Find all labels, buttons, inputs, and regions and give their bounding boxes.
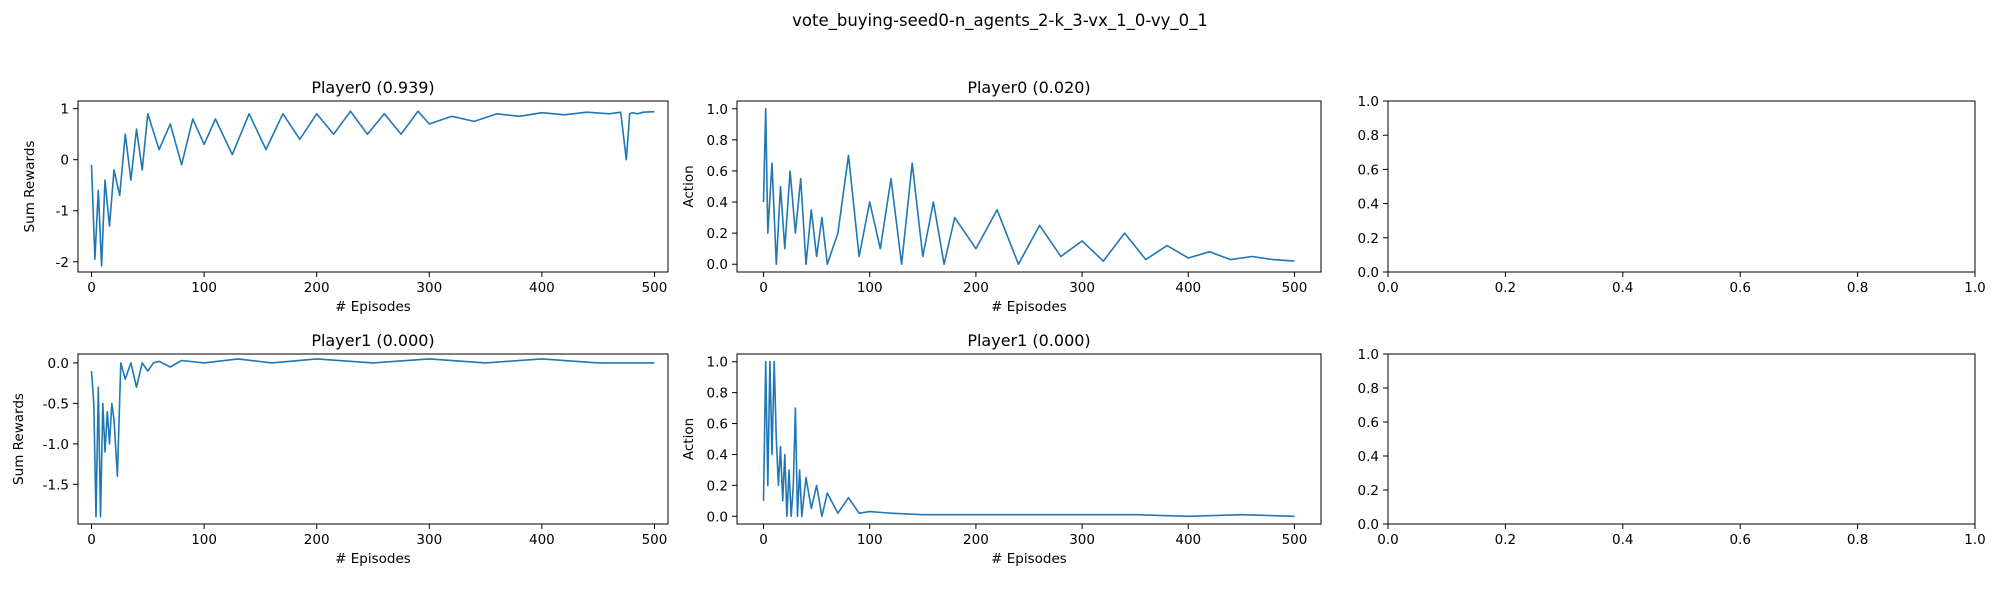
x-tick-label: 100 [857, 532, 883, 548]
y-tick-label: 0.0 [48, 356, 69, 372]
y-tick-label: 0.6 [707, 164, 728, 180]
y-tick-label: 0.2 [1358, 231, 1379, 247]
x-axis-label: # Episodes [991, 299, 1067, 315]
y-tick-label: 0.6 [1358, 162, 1379, 178]
x-tick-label: 200 [963, 532, 989, 548]
x-tick-label: 100 [857, 280, 883, 296]
subplot-title: Player0 (0.939) [311, 78, 434, 97]
x-tick-label: 500 [1282, 532, 1308, 548]
x-tick-label: 0 [87, 532, 96, 548]
y-tick-label: 0.4 [707, 447, 728, 463]
x-tick-label: 300 [416, 280, 442, 296]
y-tick-label: -1 [56, 204, 69, 220]
x-tick-label: 200 [304, 280, 330, 296]
x-tick-label: 0.6 [1729, 532, 1750, 548]
subplot-title: Player1 (0.000) [967, 331, 1090, 350]
y-tick-label: 0.6 [1358, 415, 1379, 431]
x-tick-label: 0.2 [1495, 280, 1516, 296]
subplot-grid: 0 100 200 300 400 500 -2 -1 0 1 Player0 (0.939) # E… [11, 78, 1986, 567]
y-tick-label: 0.8 [707, 133, 728, 149]
y-axis-label: Sum Rewards [22, 141, 38, 233]
x-tick-label: 0 [87, 280, 96, 296]
subplot-2: 0.0 0.2 0.4 0.6 0.8 1.0 0.0 0.2 0.4 0.6 0.8 1.0 [1358, 94, 1986, 296]
y-tick-label: -0.5 [43, 396, 69, 412]
axes-frame [736, 100, 1322, 273]
x-tick-label: 0.6 [1729, 280, 1750, 296]
axes-frame [77, 353, 669, 525]
x-tick-label: 500 [642, 532, 668, 548]
y-axis-label: Action [681, 165, 697, 207]
axes-frame [1387, 100, 1976, 273]
subplot-0: 0 100 200 300 400 500 -2 -1 0 1 Player0 (0.939) # E… [22, 78, 669, 315]
figure-suptitle: vote_buying-seed0-n_agents_2-k_3-vx_1_0-… [792, 11, 1208, 31]
x-tick-label: 300 [416, 532, 442, 548]
y-tick-label: 0.2 [707, 478, 728, 494]
y-tick-label: 1.0 [707, 102, 728, 118]
y-axis-label: Sum Rewards [11, 393, 27, 485]
y-tick-label: 0.0 [707, 257, 728, 273]
x-tick-label: 0.2 [1495, 532, 1516, 548]
y-tick-label: 1.0 [1358, 94, 1379, 110]
y-tick-label: 0.8 [1358, 381, 1379, 397]
subplot-title: Player0 (0.020) [967, 78, 1090, 97]
x-tick-label: 0.8 [1847, 532, 1868, 548]
x-axis-label: # Episodes [991, 551, 1067, 567]
y-tick-label: 1.0 [1358, 347, 1379, 363]
x-tick-label: 0 [759, 532, 768, 548]
series-line [90, 110, 655, 267]
x-tick-label: 0.4 [1612, 280, 1633, 296]
subplot-5: 0.0 0.2 0.4 0.6 0.8 1.0 0.0 0.2 0.4 0.6 0.8 1.0 [1358, 347, 1986, 548]
x-tick-label: 200 [963, 280, 989, 296]
axes-frame [77, 100, 669, 273]
x-tick-label: 0.8 [1847, 280, 1868, 296]
y-axis-label: Action [681, 418, 697, 460]
y-tick-label: -1.0 [43, 437, 69, 453]
series-line [90, 358, 655, 518]
y-tick-label: 0.2 [1358, 483, 1379, 499]
x-tick-label: 100 [191, 280, 217, 296]
y-tick-label: 0.6 [707, 417, 728, 433]
y-tick-label: 0.4 [1358, 197, 1379, 213]
subplot-3: 0 100 200 300 400 500 0.0 -0.5 -1.0 -1.5 Player1 (… [11, 331, 669, 567]
y-tick-label: 1.0 [707, 355, 728, 371]
x-tick-label: 400 [529, 532, 555, 548]
x-axis-label: # Episodes [335, 299, 411, 315]
x-tick-label: 1.0 [1964, 532, 1985, 548]
subplot-1: 0 100 200 300 400 500 0.0 0.2 0.4 0.6 0.8 1.0 Player… [681, 78, 1322, 315]
x-tick-label: 200 [304, 532, 330, 548]
x-tick-label: 400 [1175, 532, 1201, 548]
axes-frame [1387, 353, 1976, 525]
subplot-4: 0 100 200 300 400 500 0.0 0.2 0.4 0.6 0.8 1.0 Player… [681, 331, 1322, 567]
y-tick-label: 0.0 [707, 509, 728, 525]
x-tick-label: 300 [1069, 280, 1095, 296]
x-tick-label: 0.4 [1612, 532, 1633, 548]
x-tick-label: 0 [759, 280, 768, 296]
y-tick-label: 0.4 [1358, 449, 1379, 465]
axes-frame [736, 353, 1322, 525]
y-tick-label: 0 [60, 153, 69, 169]
y-tick-label: 0.2 [707, 226, 728, 242]
y-tick-label: 0.0 [1358, 517, 1379, 533]
x-tick-label: 1.0 [1964, 280, 1985, 296]
x-tick-label: 0.0 [1377, 532, 1398, 548]
x-tick-label: 400 [1175, 280, 1201, 296]
x-axis-label: # Episodes [335, 551, 411, 567]
x-tick-label: 500 [1282, 280, 1308, 296]
x-tick-label: 0.0 [1377, 280, 1398, 296]
series-line [762, 360, 1295, 518]
x-tick-label: 500 [642, 280, 668, 296]
y-tick-label: -2 [56, 255, 69, 271]
y-tick-label: 0.4 [707, 195, 728, 211]
y-tick-label: 0.8 [1358, 128, 1379, 144]
x-tick-label: 400 [529, 280, 555, 296]
y-tick-label: 0.0 [1358, 265, 1379, 281]
series-line [762, 108, 1295, 266]
x-tick-label: 300 [1069, 532, 1095, 548]
y-tick-label: 0.8 [707, 386, 728, 402]
x-tick-label: 100 [191, 532, 217, 548]
y-tick-label: -1.5 [43, 477, 69, 493]
subplot-title: Player1 (0.000) [311, 331, 434, 350]
y-tick-label: 1 [60, 102, 69, 118]
